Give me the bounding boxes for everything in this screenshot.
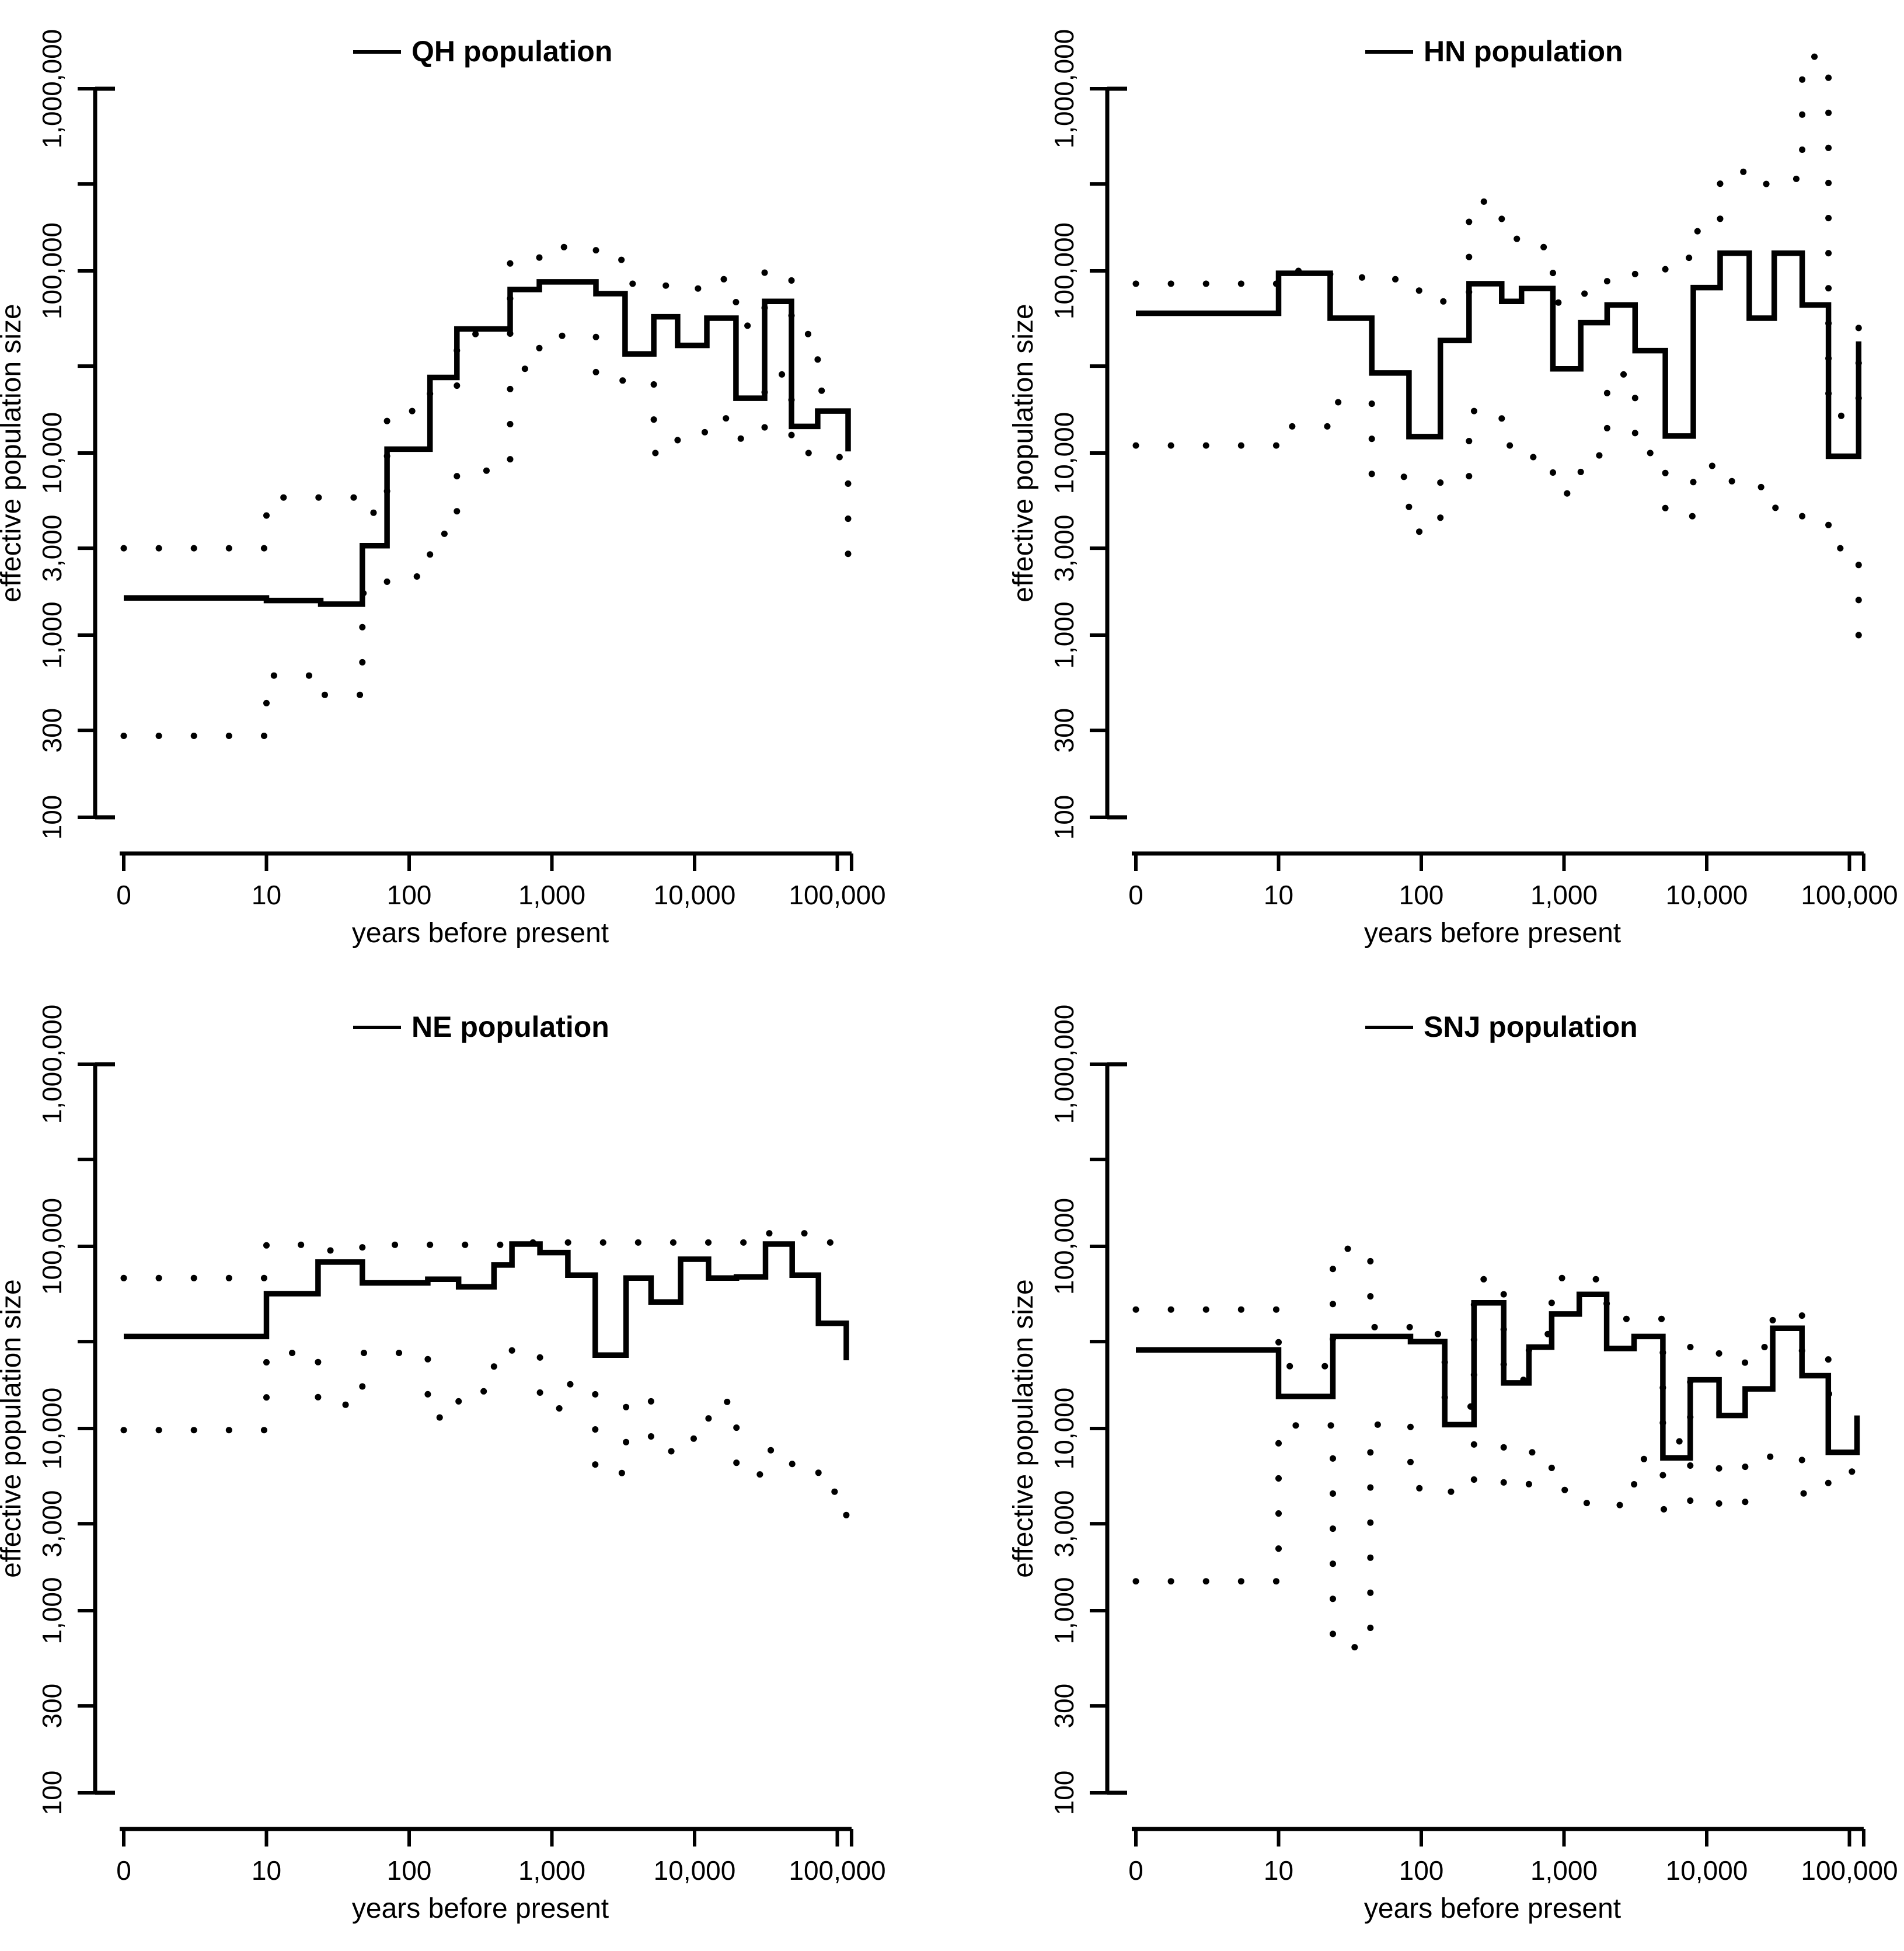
x-axis: 0 10 100 1,000 10,000 100,000 years before pre… — [1128, 851, 1898, 949]
x-tick-label: 100,000 — [1801, 880, 1898, 910]
y-tick-label: 100,000 — [37, 1198, 67, 1295]
x-tick-label: 10 — [252, 880, 281, 910]
x-axis-label: years before present — [352, 1893, 609, 1924]
x-tick-label: 100,000 — [789, 880, 885, 910]
y-tick-label: 1,000 — [37, 601, 67, 668]
x-tick-label: 0 — [116, 1855, 131, 1886]
panel-title-label: HN population — [1424, 35, 1623, 68]
panel-title: SNJ population — [1365, 1011, 1638, 1043]
y-tick-label: 300 — [1049, 708, 1079, 753]
y-tick-label: 10,000 — [1049, 1388, 1079, 1470]
y-tick-label: 1,000 — [1049, 1577, 1079, 1644]
x-axis-label: years before present — [1364, 918, 1621, 949]
y-axis: 100 300 1,000 3,000 10,000 100,000 1,000,000 ef… — [1008, 29, 1127, 840]
series — [120, 243, 852, 739]
x-tick-label: 100 — [387, 1855, 432, 1886]
y-tick-label: 100 — [37, 795, 67, 840]
panel-snj-chart: SNJ population1003001,0003,00010,000100,… — [1008, 1005, 1898, 1924]
upper-ci-line — [1132, 1245, 1860, 1445]
y-tick-label: 1,000,000 — [1049, 29, 1079, 149]
x-tick-label: 1,000 — [1530, 1855, 1598, 1886]
x-axis: 0 10 100 1,000 10,000 100,000 years before pre… — [116, 1827, 886, 1924]
y-tick-label: 100,000 — [37, 222, 67, 319]
x-tick-label: 10,000 — [1666, 880, 1748, 910]
y-tick-label: 1,000,000 — [37, 1005, 67, 1124]
upper-ci-line — [1132, 53, 1862, 419]
x-tick-label: 1,000 — [1530, 880, 1598, 910]
x-tick-label: 0 — [1128, 1855, 1143, 1886]
x-tick-label: 10,000 — [654, 1855, 736, 1886]
panel-hn-chart: HN population1003001,0003,00010,000100,0… — [1008, 29, 1898, 949]
x-tick-label: 100 — [1399, 880, 1444, 910]
x-tick-label: 10 — [1264, 1855, 1293, 1886]
panel-title-label: NE population — [412, 1011, 609, 1043]
panel-qh-chart: QH population1003001,0003,00010,000100,0… — [0, 29, 886, 949]
x-tick-label: 0 — [1128, 880, 1143, 910]
x-tick-label: 100 — [387, 880, 432, 910]
y-tick-label: 1,000 — [37, 1577, 67, 1644]
x-axis-label: years before present — [352, 918, 609, 949]
x-axis: 0 10 100 1,000 10,000 100,000 years before pre… — [1128, 1827, 1898, 1924]
panel-title-label: SNJ population — [1424, 1011, 1638, 1043]
x-tick-label: 1,000 — [518, 880, 585, 910]
x-tick-label: 1,000 — [518, 1855, 585, 1886]
panel-ne: NE population 100 300 1,000 3,000 10,000 100,0… — [0, 976, 952, 1951]
median-line — [124, 1241, 849, 1361]
lower-ci-line — [1132, 1421, 1860, 1651]
median-line — [124, 279, 851, 607]
y-axis: 100 300 1,000 3,000 10,000 100,000 1,000,000 ef… — [0, 1005, 115, 1816]
y-axis: 100 300 1,000 3,000 10,000 100,000 1,000,000 ef… — [1008, 1005, 1127, 1816]
y-tick-label: 300 — [1049, 1684, 1079, 1729]
panel-hn: HN population 100 300 1,000 3,000 10,000 100,0… — [952, 0, 1904, 976]
y-tick-label: 100,000 — [1049, 222, 1079, 319]
panel-snj: SNJ population 100 300 1,000 3,000 10,000 100,… — [952, 976, 1904, 1951]
upper-ci-line — [120, 1230, 850, 1281]
y-tick-label: 300 — [37, 1684, 67, 1729]
y-tick-label: 1,000 — [1049, 601, 1079, 668]
y-tick-label: 100 — [37, 1771, 67, 1816]
x-tick-label: 10,000 — [654, 880, 736, 910]
x-tick-label: 10,000 — [1666, 1855, 1748, 1886]
y-tick-label: 3,000 — [37, 1490, 67, 1558]
series — [120, 1230, 850, 1538]
y-tick-label: 10,000 — [1049, 412, 1079, 494]
panel-title-label: QH population — [412, 35, 612, 68]
x-tick-label: 0 — [116, 880, 131, 910]
x-axis: 0 10 100 1,000 10,000 100,000 years before pre… — [116, 851, 886, 949]
series — [1132, 53, 1862, 667]
panel-title: QH population — [353, 35, 612, 68]
y-axis-label: effective population size — [0, 1279, 27, 1577]
y-tick-label: 3,000 — [1049, 1490, 1079, 1558]
y-tick-label: 10,000 — [37, 412, 67, 494]
y-tick-label: 300 — [37, 708, 67, 753]
y-tick-label: 10,000 — [37, 1388, 67, 1470]
median-line — [1136, 1291, 1860, 1461]
x-tick-label: 10 — [1264, 880, 1293, 910]
lower-ci-line — [120, 1346, 850, 1538]
y-axis-label: effective population size — [1008, 1279, 1039, 1577]
x-axis-label: years before present — [1364, 1893, 1621, 1924]
panel-title: NE population — [353, 1011, 609, 1043]
y-tick-label: 3,000 — [1049, 515, 1079, 582]
x-tick-label: 100,000 — [789, 1855, 885, 1886]
y-tick-label: 100 — [1049, 1771, 1079, 1816]
y-axis-label: effective population size — [1008, 304, 1039, 602]
y-tick-label: 1,000,000 — [37, 29, 67, 149]
x-tick-label: 100 — [1399, 1855, 1444, 1886]
y-tick-label: 100 — [1049, 795, 1079, 840]
x-tick-label: 10 — [252, 1855, 281, 1886]
panel-title: HN population — [1365, 35, 1623, 68]
y-axis-label: effective population size — [0, 304, 27, 602]
panel-qh: QH population 100 300 1,000 3,000 10,000 100,0… — [0, 0, 952, 976]
y-tick-label: 1,000,000 — [1049, 1005, 1079, 1124]
series — [1132, 1245, 1860, 1651]
lower-ci-line — [1132, 371, 1862, 667]
median-line — [1136, 250, 1862, 459]
y-tick-label: 3,000 — [37, 515, 67, 582]
y-axis: 100 300 1,000 3,000 10,000 100,000 1,000,000 ef… — [0, 29, 115, 840]
panel-ne-chart: NE population1003001,0003,00010,000100,0… — [0, 1005, 886, 1924]
x-tick-label: 100,000 — [1801, 1855, 1898, 1886]
y-tick-label: 100,000 — [1049, 1198, 1079, 1295]
